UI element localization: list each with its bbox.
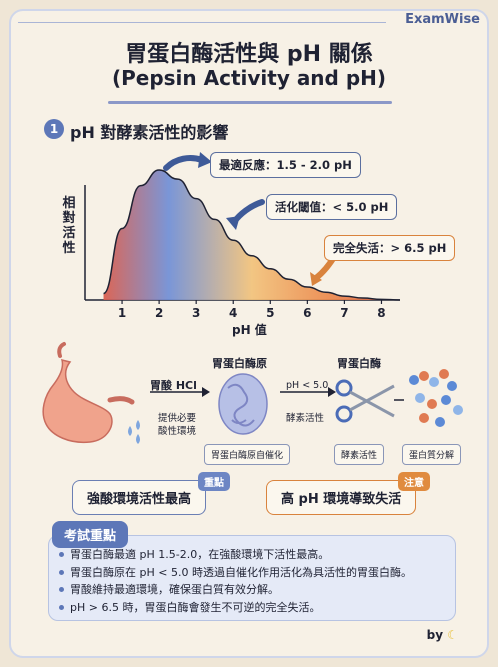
- threshold-arrow-head: [226, 216, 240, 230]
- activity-area: [103, 170, 400, 300]
- caution-badge: 注意: [398, 472, 430, 491]
- y-axis-label: 相對活性: [62, 196, 76, 256]
- x-ticks: 1 2 3 4 5 6 7 8: [118, 300, 386, 320]
- enzyme-activity-chip: 酵素活性: [334, 444, 385, 465]
- x-tick-label: 7: [340, 306, 348, 320]
- x-tick-label: 3: [192, 306, 200, 320]
- byline: by ☾: [427, 628, 458, 642]
- scissors-icon: [335, 379, 395, 423]
- x-tick-label: 1: [118, 306, 126, 320]
- brand-logo: ExamWise: [405, 12, 480, 27]
- optimum-arrow-head: [198, 152, 212, 168]
- activity-curve: [103, 169, 401, 301]
- x-tick-label: 2: [155, 306, 163, 320]
- exam-point: 胃蛋白酶原在 pH < 5.0 時透過自催化作用活化為具活性的胃蛋白酶。: [58, 564, 454, 582]
- page-title: 胃蛋白酶活性與 pH 關係: [125, 42, 373, 67]
- x-tick-label: 4: [229, 306, 237, 320]
- x-tick-label: 6: [303, 306, 311, 320]
- stomach-icon: [42, 342, 135, 444]
- x-tick-label: 5: [266, 306, 274, 320]
- activation-arrow-head: [328, 387, 336, 397]
- optimum-arrow: [163, 155, 205, 171]
- acid-note-line1: 提供必要: [158, 413, 197, 424]
- exam-point: pH > 6.5 時，胃蛋白酶會發生不可逆的完全失活。: [58, 599, 454, 617]
- section-title: pH 對酵素活性的影響: [70, 123, 229, 142]
- x-axis-label: pH 值: [232, 323, 267, 337]
- x-tick-label: 8: [377, 306, 385, 320]
- acid-label: 胃酸 HCl: [150, 379, 197, 392]
- exam-point: 胃蛋白酶最適 pH 1.5-2.0，在強酸環境下活性最高。: [58, 546, 454, 564]
- acid-arrow-head: [202, 387, 210, 397]
- autocatalysis-chip: 胃蛋白酶原自催化: [204, 444, 291, 465]
- activation-condition: pH < 5.0: [286, 380, 329, 391]
- exam-points-box: [48, 535, 456, 621]
- byline-text: by: [426, 628, 444, 642]
- optimum-callout: 最適反應：1.5 - 2.0 pH: [210, 152, 361, 178]
- section-number: 1: [44, 119, 64, 139]
- page-subtitle: (Pepsin Activity and pH): [111, 66, 387, 90]
- peptide-fragments-icon: [409, 369, 463, 427]
- pepsin-label: 胃蛋白酶: [337, 357, 381, 370]
- acid-note-line2: 酸性環境: [158, 426, 197, 437]
- acid-drops-icon: [128, 420, 140, 444]
- activation-threshold-callout: 活化閾值：< 5.0 pH: [266, 194, 398, 220]
- exam-points-tab: 考試重點: [52, 521, 129, 548]
- header-rule: [18, 22, 386, 23]
- activation-label: 酵素活性: [286, 413, 325, 424]
- strong-acid-summary: 強酸環境活性最高: [72, 480, 207, 515]
- inactivation-arrow-head: [310, 272, 322, 286]
- key-point-badge: 重點: [198, 472, 230, 491]
- pepsinogen-icon: [218, 373, 268, 435]
- high-ph-summary: 高 pH 環境導致失活: [266, 480, 417, 515]
- ph-activity-chart: 1 2 3 4 5 6 7 8: [84, 169, 401, 320]
- exam-point: 胃酸維持最適環境，確保蛋白質有效分解。: [58, 581, 454, 599]
- pepsinogen-label: 胃蛋白酶原: [212, 357, 267, 370]
- exam-points-list: 胃蛋白酶最適 pH 1.5-2.0，在強酸環境下活性最高。 胃蛋白酶原在 pH …: [58, 546, 454, 616]
- inactivation-callout: 完全失活：> 6.5 pH: [324, 235, 456, 261]
- banana-icon: ☾: [447, 628, 458, 642]
- title-underline: [108, 101, 392, 104]
- protein-digestion-chip: 蛋白質分解: [402, 444, 462, 465]
